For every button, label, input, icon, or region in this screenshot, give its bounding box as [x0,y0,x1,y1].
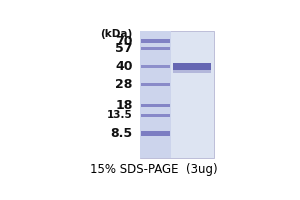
Text: (kDa): (kDa) [100,29,133,39]
Text: 15% SDS-PAGE  (3ug): 15% SDS-PAGE (3ug) [90,163,218,176]
Text: 70: 70 [115,35,133,48]
FancyBboxPatch shape [141,104,170,107]
Text: 28: 28 [116,78,133,91]
Text: 57: 57 [115,42,133,55]
FancyBboxPatch shape [141,131,170,136]
FancyBboxPatch shape [141,83,170,86]
FancyBboxPatch shape [140,31,171,158]
FancyBboxPatch shape [141,39,170,43]
FancyBboxPatch shape [141,47,170,50]
FancyBboxPatch shape [141,114,170,117]
FancyBboxPatch shape [173,70,211,73]
Text: 40: 40 [115,60,133,73]
Text: 13.5: 13.5 [107,110,133,120]
FancyBboxPatch shape [141,65,170,68]
FancyBboxPatch shape [173,63,211,70]
Text: 8.5: 8.5 [111,127,133,140]
FancyBboxPatch shape [140,31,214,158]
Text: 18: 18 [116,99,133,112]
